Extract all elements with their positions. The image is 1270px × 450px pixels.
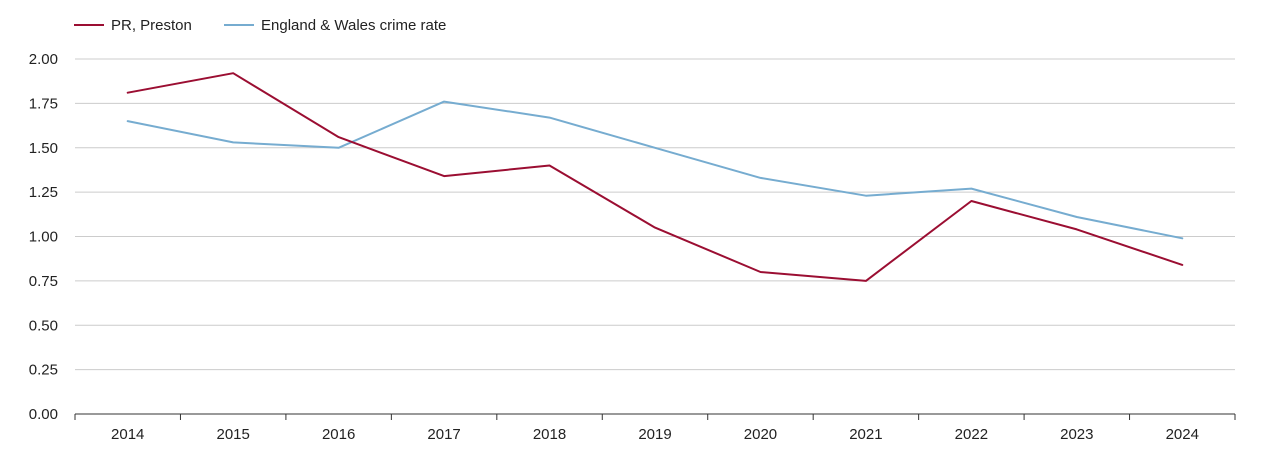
x-tick-label: 2022 — [955, 426, 988, 443]
x-tick-label: 2021 — [849, 426, 882, 443]
legend-item-england-wales[interactable]: England & Wales crime rate — [224, 17, 446, 34]
legend-item-preston[interactable]: PR, Preston — [74, 17, 192, 34]
x-tick-label: 2015 — [216, 426, 249, 443]
y-tick-label: 1.75 — [29, 95, 58, 112]
x-tick-label: 2024 — [1166, 426, 1199, 443]
y-tick-label: 0.75 — [29, 273, 58, 290]
series-layer — [126, 72, 1184, 282]
x-axis-tick-labels: 2014 2015 2016 2017 2018 2019 2020 2021 2022 2023… — [111, 426, 1199, 443]
legend: PR, Preston England & Wales crime rate — [74, 17, 446, 34]
x-tick-label: 2016 — [322, 426, 355, 443]
x-tick-label: 2018 — [533, 426, 566, 443]
y-tick-label: 0.25 — [29, 362, 58, 379]
y-tick-label: 2.00 — [29, 51, 58, 68]
y-tick-label: 1.00 — [29, 229, 58, 246]
x-tick-label: 2017 — [427, 426, 460, 443]
y-axis-tick-labels: 0.00 0.25 0.50 0.75 1.00 1.25 1.50 1.75 2.00 — [29, 51, 58, 423]
y-gridlines — [75, 58, 1235, 371]
x-axis — [74, 413, 1236, 420]
y-tick-label: 0.50 — [29, 317, 58, 334]
x-tick-label: 2020 — [744, 426, 777, 443]
legend-label-england-wales: England & Wales crime rate — [261, 17, 446, 34]
x-tick-label: 2019 — [638, 426, 671, 443]
series-line-preston[interactable] — [126, 72, 1184, 282]
legend-label-preston: PR, Preston — [111, 17, 192, 34]
x-tick-label: 2023 — [1060, 426, 1093, 443]
x-tick-label: 2014 — [111, 426, 144, 443]
y-tick-label: 1.25 — [29, 184, 58, 201]
series-line-england-wales[interactable] — [126, 100, 1184, 240]
y-tick-label: 0.00 — [29, 406, 58, 423]
y-tick-label: 1.50 — [29, 140, 58, 157]
